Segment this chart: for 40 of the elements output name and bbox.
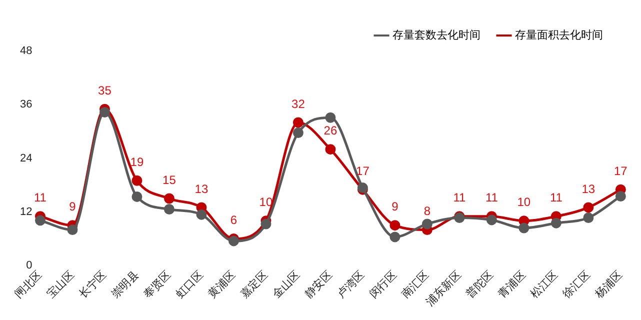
x-tick-label: 虹口区 [174,269,206,301]
x-tick-label: 长宁区 [76,268,109,301]
x-tick-label: 杨浦区 [592,269,625,302]
data-label: 13 [582,182,596,196]
legend-label: 存量套数去化时间 [392,28,480,42]
data-label: 11 [453,190,466,205]
data-label: 9 [392,200,399,214]
x-tick-label: 青浦区 [496,268,528,301]
x-tick-label: 徐汇区 [560,269,593,301]
data-label: 11 [34,190,47,205]
data-label: 10 [517,195,531,210]
data-label: 32 [292,96,306,111]
data-label: 8 [424,204,431,218]
data-label: 6 [230,213,238,228]
x-tick-label: 松江区 [528,269,560,301]
y-tick-label: 12 [20,206,32,218]
y-tick-label: 48 [20,45,32,58]
data-label: 26 [324,124,338,138]
x-tick-label: 卢湾区 [334,268,367,301]
data-label: 11 [550,190,563,205]
y-tick-label: 24 [20,152,32,164]
x-tick-label: 静安区 [302,268,335,301]
x-tick-label: 闵行区 [367,269,400,301]
x-tick-label: 金山区 [270,268,302,301]
data-label: 13 [194,182,208,196]
data-label: 11 [485,190,498,205]
x-tick-label: 普陀区 [463,268,496,301]
x-tick-label: 黄浦区 [205,268,238,301]
x-tick-label: 嘉定区 [238,268,270,301]
x-tick-label: 宝山区 [44,268,77,301]
y-tick-label: 36 [20,98,32,111]
data-label: 19 [130,154,144,169]
data-label: 35 [98,83,112,98]
legend-label: 存量面积去化时间 [515,28,603,42]
data-label: 15 [162,172,176,187]
data-label: 9 [69,200,76,214]
x-tick-label: 奉贤区 [142,269,174,301]
x-tick-label: 崇明县 [108,268,142,301]
data-label: 17 [356,164,370,178]
data-label: 17 [614,164,628,178]
